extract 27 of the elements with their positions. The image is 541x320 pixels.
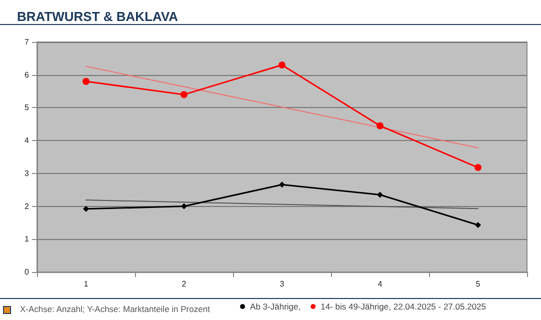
y-tick-label: 6 [24,70,30,80]
point [475,222,481,228]
point [181,203,187,210]
legend-label: Ab 3-Jährige, [250,302,301,312]
y-tick-label: 3 [24,168,30,178]
x-tick-label: 3 [280,280,285,288]
point [83,206,89,212]
point [278,62,286,68]
y-tick-label: 0 [24,268,30,276]
y-tick-label: 7 [24,38,30,46]
legend-label: 14- bis 49-Jährige, 22.04.2025 - 27.05.2025 [320,302,486,312]
text: X-Achse: Anzahl; Y-Achse: Marktanteile in Prozent [20,304,210,314]
point [376,122,384,130]
point [474,164,482,172]
y-tick-label: 1 [24,234,30,244]
chart-title: BRATWURST & BAKLAVA [17,9,179,24]
x-tick-label: 5 [476,280,481,288]
point [180,91,188,98]
y-tick-label: 2 [24,202,30,211]
x-tick-label: 1 [84,280,89,288]
point [279,182,285,188]
x-tick-label: 2 [182,280,187,288]
point [377,192,383,198]
y-tick-label: 4 [24,136,30,146]
y-tick-label: 5 [24,103,30,112]
x-tick-label: 4 [378,280,383,288]
point [82,78,90,85]
